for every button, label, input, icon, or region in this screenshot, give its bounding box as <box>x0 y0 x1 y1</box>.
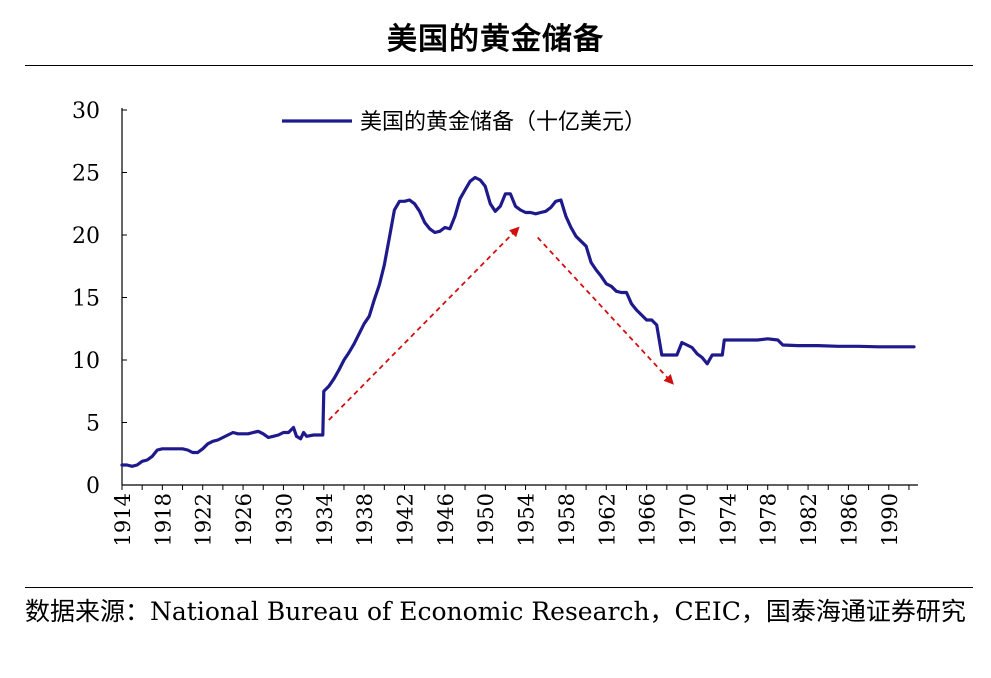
trend-arrow <box>328 226 520 421</box>
legend-label: 美国的黄金储备（十亿美元） <box>360 110 646 135</box>
annotations <box>328 226 674 421</box>
x-tick-label: 1926 <box>232 493 256 546</box>
series-line-gold-reserves <box>120 175 916 468</box>
x-tick-label: 1922 <box>192 493 216 546</box>
legend: 美国的黄金储备（十亿美元） <box>282 110 646 135</box>
x-tick-label: 1918 <box>151 493 175 546</box>
y-tick-label: 0 <box>86 474 100 499</box>
y-tick-label: 25 <box>72 162 100 187</box>
x-tick-label: 1938 <box>353 493 377 546</box>
page-title: 美国的黄金储备 <box>387 22 604 57</box>
source-note: 数据来源：National Bureau of Economic Researc… <box>25 597 966 626</box>
x-tick-label: 1958 <box>555 493 579 546</box>
x-tick-label: 1946 <box>434 493 458 546</box>
x-tick-label: 1930 <box>272 493 296 546</box>
trend-arrow <box>537 236 674 385</box>
x-tick-label: 1986 <box>837 493 861 546</box>
x-axis-ticks: 1914 1918 1922 1926 1930 1934 1938 1942 1946 1950… <box>111 485 910 546</box>
y-tick-label: 15 <box>72 287 100 312</box>
x-tick-label: 1974 <box>716 493 740 546</box>
bottom-rule <box>25 587 973 588</box>
axes <box>121 108 918 486</box>
y-tick-label: 10 <box>72 349 100 374</box>
x-tick-label: 1950 <box>474 493 498 546</box>
x-tick-label: 1934 <box>313 493 337 546</box>
y-tick-label: 30 <box>72 99 100 124</box>
x-tick-label: 1966 <box>636 493 660 546</box>
x-tick-label: 1954 <box>515 493 539 546</box>
x-tick-label: 1942 <box>393 493 417 546</box>
x-tick-label: 1978 <box>757 493 781 546</box>
top-rule <box>25 65 973 66</box>
y-tick-label: 20 <box>72 224 100 249</box>
x-tick-label: 1962 <box>595 493 619 546</box>
y-axis-ticks: 0 5 10 15 20 25 30 <box>72 99 127 499</box>
x-tick-label: 1970 <box>676 493 700 546</box>
x-tick-label: 1914 <box>111 493 135 546</box>
x-tick-label: 1982 <box>797 493 821 546</box>
chart: 0 5 10 15 20 25 30 1914 1918 1922 1926 1930 1934 193… <box>72 99 918 546</box>
y-tick-label: 5 <box>86 412 100 437</box>
x-tick-label: 1990 <box>878 493 902 546</box>
series-group <box>120 175 916 468</box>
